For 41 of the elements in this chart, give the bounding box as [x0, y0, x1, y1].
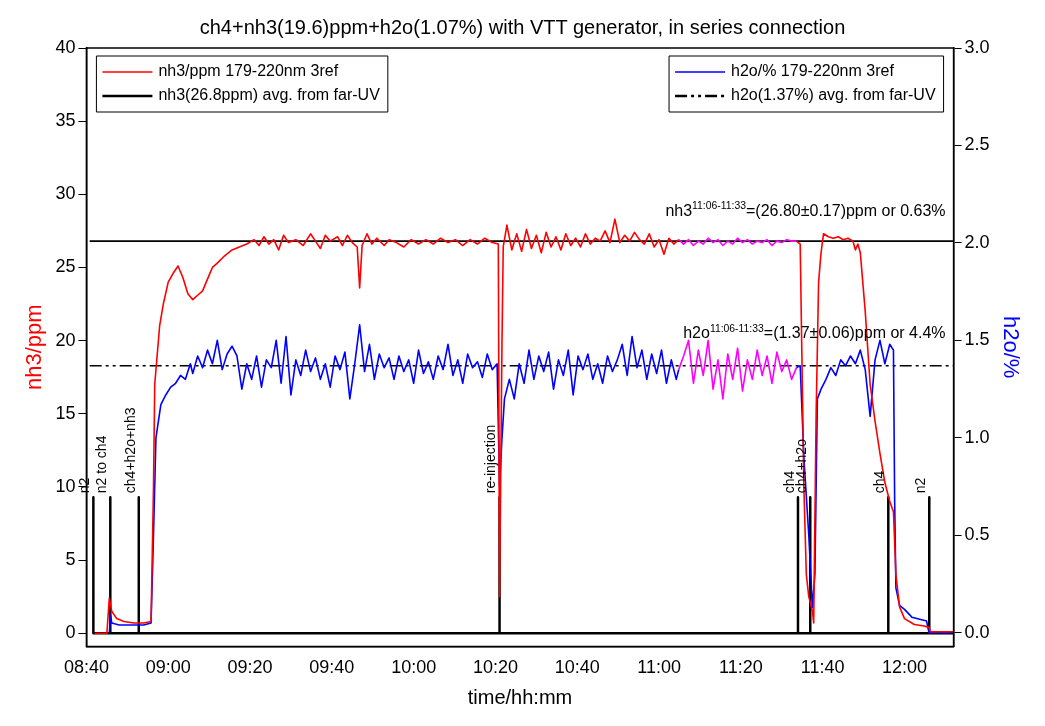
y-axis-title: nh3/ppm: [21, 304, 47, 391]
x-tick-label: 10:20: [472, 657, 518, 678]
legend-label: h2o(1.37%) avg. from far-UV: [731, 86, 936, 104]
x-tick-label: 09:20: [227, 657, 273, 678]
x-tick-label: 08:40: [63, 657, 109, 678]
annotation: ch4+h2o+nh3: [121, 407, 138, 494]
x-tick-label: 09:40: [309, 657, 355, 678]
x-tick-label: 10:40: [554, 657, 600, 678]
y2-tick-label: 2.0: [964, 231, 990, 252]
legend-label: nh3/ppm 179-220nm 3ref: [158, 62, 339, 80]
y-tick-label: 15: [55, 402, 76, 423]
x-tick-label: 11:00: [637, 657, 681, 678]
y-tick-label: 35: [55, 110, 76, 131]
y-tick-label: 25: [55, 256, 76, 277]
y2-tick-label: 0.5: [964, 524, 990, 545]
x-axis-title: time/hh:mm: [467, 685, 573, 708]
legend-label: h2o/% 179-220nm 3ref: [731, 62, 895, 80]
annotation: ch4: [871, 470, 888, 494]
y2-tick-label: 2.5: [964, 134, 990, 155]
annotation: n2: [912, 477, 929, 494]
y2-tick-label: 0.0: [964, 621, 990, 642]
annotation: ch4+h2o: [793, 438, 810, 494]
y-tick-label: 0: [65, 622, 76, 643]
x-tick-label: 12:00: [881, 657, 928, 678]
annotation: n2 to ch4: [93, 435, 110, 494]
annotation: re-injection: [482, 424, 499, 494]
y2-tick-label: 1.5: [964, 329, 990, 350]
chart-title: ch4+nh3(19.6)ppm+h2o(1.07%) with VTT generator, in series connection: [199, 15, 846, 38]
y2-tick-label: 3.0: [964, 36, 990, 57]
legend-label: nh3(26.8ppm) avg. from far-UV: [158, 86, 381, 104]
y-tick-label: 40: [55, 36, 76, 57]
x-tick-label: 09:00: [145, 657, 191, 678]
y-tick-label: 20: [55, 329, 76, 350]
x-tick-label: 11:20: [719, 657, 763, 678]
x-tick-label: 11:40: [800, 657, 845, 678]
y-tick-label: 10: [55, 475, 76, 496]
y2-tick-label: 1.0: [964, 426, 990, 447]
x-tick-label: 10:00: [391, 657, 437, 678]
y-tick-label: 5: [65, 549, 76, 570]
y-tick-label: 30: [55, 183, 76, 204]
y2-axis-title: h2o/%: [998, 316, 1024, 379]
